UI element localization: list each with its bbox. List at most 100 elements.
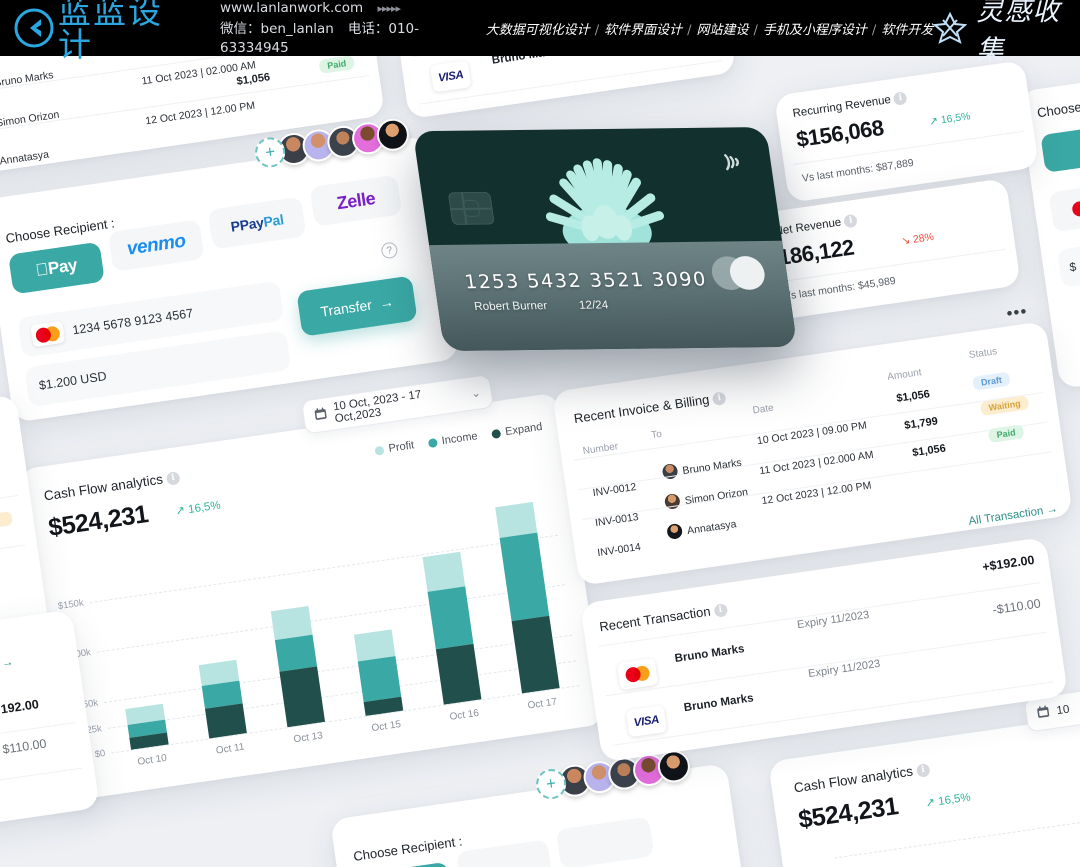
zelle-label: Zelle bbox=[335, 187, 377, 213]
bar-segment-expand bbox=[511, 615, 560, 694]
grid-line bbox=[111, 685, 580, 754]
legend-item-profit[interactable]: Profit bbox=[374, 439, 415, 457]
x-axis-tick-label: Oct 17 bbox=[526, 696, 558, 712]
transfer-label: Transfer bbox=[319, 296, 373, 320]
transaction-total: +$192.00 bbox=[981, 552, 1036, 575]
bar-segment-expand bbox=[279, 666, 326, 728]
arrow-down-icon: ↘ bbox=[900, 234, 911, 248]
payment-method-selected[interactable] bbox=[1040, 126, 1080, 173]
more-options-icon[interactable]: ••• bbox=[1005, 301, 1029, 324]
arrow-up-icon: ↗ bbox=[924, 796, 936, 810]
cell-date: 12 Oct 2023 | 12.00 PM bbox=[760, 479, 873, 508]
cash-flow-amount: $524,231 bbox=[46, 500, 150, 543]
card-expiry: 12/24 bbox=[578, 299, 610, 312]
transaction-amount: $110.00 bbox=[1, 736, 48, 757]
bar-segment-income bbox=[274, 634, 318, 672]
chart-bar[interactable]: Oct 15 bbox=[353, 629, 404, 734]
credit-card[interactable]: 1253 5432 3521 3090 Robert Burner 12/24 bbox=[412, 126, 798, 352]
service-item-3: 手机及小程序设计 bbox=[762, 22, 867, 38]
date-range-picker[interactable]: 10 Oct, 2023 - 17 Oct,2023 ⌄ bbox=[301, 373, 494, 435]
transaction-amount: -$110.00 bbox=[991, 596, 1042, 618]
banner-services: 大数据可视化设计 / 软件界面设计 / 网站建设 / 手机及小程序设计 / 软件开发 bbox=[485, 22, 934, 38]
cash-flow-bar-chart: $0 $25k $50k $100k $150k Oct 10 Oct 11 Oct 13 Oc… bbox=[57, 494, 580, 768]
table-row[interactable]: Annatasya bbox=[666, 515, 737, 540]
all-transaction-link[interactable]: All Transaction → bbox=[967, 503, 1059, 528]
nfc-icon bbox=[716, 147, 751, 182]
help-icon[interactable]: ? bbox=[380, 241, 399, 260]
paypal-label: PPayPal bbox=[229, 211, 285, 235]
site-banner: 蓝蓝设计 www.lanlanwork.com ▸▸▸▸▸ 微信：ben_lan… bbox=[0, 0, 1080, 66]
choose-recipient-label: Choose Recipient : bbox=[352, 833, 464, 864]
phone-number: 010-63334945 bbox=[220, 20, 419, 56]
info-icon[interactable]: i bbox=[712, 391, 727, 407]
transaction-name: Bruno Marks bbox=[683, 692, 755, 715]
recent-invoice-title: Recent Invoice & Billing i bbox=[573, 389, 727, 426]
coral-plant-graphic bbox=[513, 136, 691, 258]
kpi-card-recurring-revenue: Recurring Revenue i $156,068 ↗ 16,5% Vs … bbox=[774, 60, 1039, 203]
payment-method-apple-pay[interactable]: Pay bbox=[8, 241, 105, 295]
bar-segment-income bbox=[499, 532, 549, 622]
choose-recipient-card: + Choose Recipient : Pay venmo PPayPal … bbox=[0, 116, 460, 423]
grid-line bbox=[104, 634, 573, 704]
venmo-label: venmo bbox=[125, 230, 187, 260]
arrow-up-icon: ↗ bbox=[174, 504, 186, 518]
visa-icon: VISA bbox=[429, 60, 472, 93]
fragment-title: Choose bbox=[1036, 99, 1080, 121]
table-row[interactable]: Bruno Marks bbox=[0, 66, 54, 92]
amount-field[interactable]: $ bbox=[1056, 240, 1080, 288]
date-range-picker[interactable]: 10 bbox=[1023, 676, 1080, 733]
chart-bar[interactable]: Oct 11 bbox=[198, 659, 248, 757]
legend-item-income[interactable]: Income bbox=[427, 430, 478, 449]
cash-flow-amount: $524,231 bbox=[796, 792, 900, 835]
cell-to: Annatasya bbox=[686, 518, 738, 538]
arrow-dots-icon: ▸▸▸▸▸ bbox=[377, 1, 401, 15]
x-axis-tick-label: Oct 11 bbox=[215, 741, 246, 757]
transaction-total: 192.00 bbox=[0, 697, 40, 717]
grid-line bbox=[107, 659, 576, 729]
amount-value: $1.200 USD bbox=[38, 369, 108, 393]
info-icon[interactable]: i bbox=[893, 91, 908, 106]
info-icon[interactable]: i bbox=[713, 603, 728, 618]
service-item-4: 软件开发 bbox=[881, 22, 934, 38]
date-range-value: 10 Oct, 2023 - 17 Oct,2023 bbox=[332, 388, 423, 426]
chip-icon bbox=[447, 191, 495, 225]
cell-date: 10 Oct 2023 | 09.00 PM bbox=[756, 419, 868, 448]
kpi-title: Recurring Revenue i bbox=[792, 91, 908, 120]
bar-segment-income bbox=[357, 656, 402, 702]
mastercard-icon bbox=[616, 657, 659, 691]
payment-method-zelle[interactable]: Zelle bbox=[309, 174, 403, 227]
table-row[interactable]: Annatasya bbox=[0, 146, 50, 171]
legend-item-expand[interactable]: Expand bbox=[490, 421, 543, 440]
cell-number: INV-0014 bbox=[596, 540, 642, 560]
info-icon[interactable]: i bbox=[915, 763, 931, 778]
mastercard-icon bbox=[1048, 183, 1080, 233]
kpi-delta: ↗ 16,5% bbox=[928, 110, 972, 129]
bar-segment-expand bbox=[205, 702, 248, 739]
cash-flow-fragment-bottom: 10 Cash Flow analytics i $524,231 ↗ 16,5… bbox=[768, 676, 1080, 867]
lanlan-logo-icon bbox=[14, 7, 54, 49]
payment-method-venmo[interactable] bbox=[455, 839, 553, 867]
transfer-button[interactable]: Transfer → bbox=[296, 275, 418, 337]
choose-recipient-fragment-bottom: + Choose Recipient : bbox=[330, 748, 752, 867]
service-item-2: 网站建设 bbox=[696, 22, 749, 38]
chart-bar[interactable]: Oct 10 bbox=[125, 704, 170, 768]
choose-recipient-label: Choose Recipient : bbox=[4, 215, 116, 246]
chart-bar[interactable]: Oct 13 bbox=[270, 606, 326, 745]
bar-segment-income bbox=[427, 586, 474, 650]
all-transaction-link[interactable]: n → bbox=[0, 656, 14, 671]
payment-method-paypal[interactable]: PPayPal bbox=[207, 196, 307, 250]
info-icon[interactable]: i bbox=[165, 471, 181, 486]
payment-method-paypal[interactable] bbox=[555, 816, 655, 867]
column-header-date: Date bbox=[751, 402, 775, 417]
banner-right-brand: 灵感收集 bbox=[933, 0, 1064, 67]
wechat-label: 微信： bbox=[220, 20, 261, 37]
card-number-value: 1234 5678 9123 4567 bbox=[71, 306, 194, 338]
column-header-status: Status bbox=[968, 346, 998, 362]
table-row[interactable]: Simon Orizon bbox=[0, 106, 60, 133]
info-icon[interactable]: i bbox=[843, 213, 859, 229]
kpi-delta: ↘ 28% bbox=[900, 230, 935, 248]
cell-date: 11 Oct 2023 | 02.000 AM bbox=[758, 448, 875, 478]
chart-bar[interactable]: Oct 17 bbox=[494, 502, 560, 712]
payment-method-apple-pay[interactable] bbox=[356, 861, 453, 867]
payment-method-venmo[interactable]: venmo bbox=[107, 219, 205, 272]
